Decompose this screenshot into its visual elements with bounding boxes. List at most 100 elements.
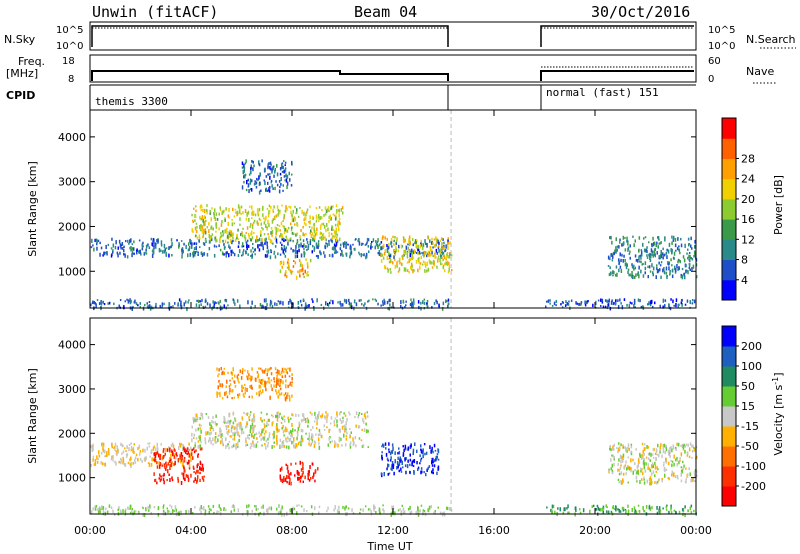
power-echo-cell: [419, 244, 421, 249]
power-echo-cell: [302, 225, 304, 229]
velocity-echo-cell: [278, 378, 280, 381]
power-echo-cell: [390, 237, 393, 242]
power-echo-cell: [375, 240, 377, 243]
velocity-echo-cell: [630, 458, 632, 463]
velocity-echo-cell: [249, 385, 251, 389]
power-echo-cell: [606, 299, 608, 303]
velocity-echo-cell: [219, 391, 221, 394]
velocity-echo-cell: [238, 393, 241, 397]
power-echo-cell: [406, 251, 408, 255]
velocity-echo-cell: [345, 428, 347, 431]
power-echo-cell: [314, 235, 316, 239]
power-echo-cell: [191, 242, 193, 246]
velocity-echo-cell: [635, 472, 638, 475]
power-echo-cell: [635, 273, 637, 277]
velocity-echo-cell: [611, 448, 614, 451]
power-echo-cell: [432, 254, 434, 257]
velocity-echo-cell: [678, 510, 681, 514]
power-echo-cell: [611, 240, 613, 245]
velocity-echo-cell: [685, 467, 687, 470]
velocity-echo-cell: [635, 475, 638, 480]
velocity-echo-cell: [385, 452, 388, 457]
velocity-echo-cell: [216, 367, 218, 371]
power-echo-cell: [345, 242, 347, 246]
velocity-echo-cell: [422, 509, 425, 512]
velocity-echo-cell: [92, 458, 94, 462]
power-echo-cell: [686, 252, 688, 255]
power-echo-cell: [255, 239, 257, 243]
velocity-echo-cell: [449, 507, 451, 511]
velocity-echo-cell: [374, 506, 376, 509]
power-echo-cell: [321, 222, 323, 226]
velocity-echo-cell: [273, 430, 275, 436]
velocity-echo-cell: [192, 416, 194, 421]
velocity-echo-cell: [190, 452, 193, 457]
velocity-echo-cell: [630, 468, 632, 473]
power-echo-cell: [246, 226, 249, 230]
power-echo-cell: [265, 240, 267, 243]
velocity-echo-cell: [159, 453, 162, 458]
power-echo-cell: [260, 233, 262, 237]
power-echo-cell: [423, 301, 426, 305]
velocity-echo-cell: [231, 445, 233, 449]
power-echo-cell: [130, 238, 132, 243]
power-echo-cell: [335, 230, 337, 235]
velocity-echo-cell: [311, 412, 313, 416]
power-echo-cell: [633, 243, 635, 248]
velocity-echo-cell: [591, 505, 593, 508]
velocity-echo-cell: [650, 472, 653, 476]
power-echo-cell: [215, 212, 218, 216]
power-echo-cell: [102, 300, 104, 304]
power-echo-cell: [254, 180, 256, 183]
power-echo-cell: [400, 300, 402, 305]
power-echo-cell: [254, 253, 256, 256]
velocity-echo-cell: [409, 463, 411, 467]
velocity-echo-cell: [401, 504, 403, 507]
x-tick-label: 04:00: [175, 524, 207, 537]
power-echo-cell: [253, 219, 256, 223]
velocity-echo-cell: [177, 458, 180, 463]
power-echo-cell: [272, 166, 274, 171]
velocity-echo-cell: [431, 446, 433, 451]
power-echo-cell: [252, 251, 255, 253]
velocity-echo-cell: [336, 411, 338, 416]
velocity-echo-cell: [219, 427, 221, 432]
power-echo-cell: [277, 208, 279, 212]
velocity-echo-cell: [96, 455, 98, 460]
power-echo-cell: [340, 208, 343, 212]
power-echo-cell: [292, 209, 294, 214]
velocity-echo-cell: [228, 446, 230, 450]
power-echo-cell: [442, 301, 445, 306]
velocity-echo-cell: [251, 444, 253, 447]
power-echo-cell: [360, 253, 363, 258]
velocity-echo-cell: [678, 461, 680, 465]
power-echo-cell: [656, 269, 659, 274]
power-echo-cell: [281, 170, 284, 173]
power-echo-cell: [259, 172, 261, 177]
velocity-echo-cell: [263, 383, 266, 388]
velocity-echo-cell: [146, 446, 148, 451]
velocity-echo-cell: [300, 444, 302, 447]
velocity-echo-cell: [689, 472, 691, 477]
velocity-echo-cell: [95, 504, 98, 508]
velocity-echo-cell: [184, 469, 186, 473]
velocity-echo-cell: [122, 450, 125, 454]
velocity-echo-cell: [673, 462, 675, 467]
velocity-echo-cell: [237, 424, 239, 427]
velocity-echo-cell: [654, 461, 656, 465]
power-echo-cell: [411, 238, 414, 241]
velocity-echo-cell: [250, 384, 253, 387]
power-echo-cell: [336, 239, 339, 243]
power-echo-cell: [261, 304, 264, 308]
power-echo-cell: [629, 301, 632, 304]
velocity-echo-cell: [199, 427, 201, 430]
velocity-echo-cell: [182, 461, 184, 466]
power-echo-cell: [231, 222, 234, 227]
velocity-echo-cell: [246, 504, 248, 509]
velocity-echo-cell: [246, 512, 249, 517]
velocity-echo-cell: [671, 473, 673, 477]
power-echo-cell: [397, 260, 399, 263]
velocity-echo-cell: [296, 511, 298, 516]
velocity-echo-cell: [276, 423, 278, 427]
power-echo-cell: [319, 216, 322, 220]
